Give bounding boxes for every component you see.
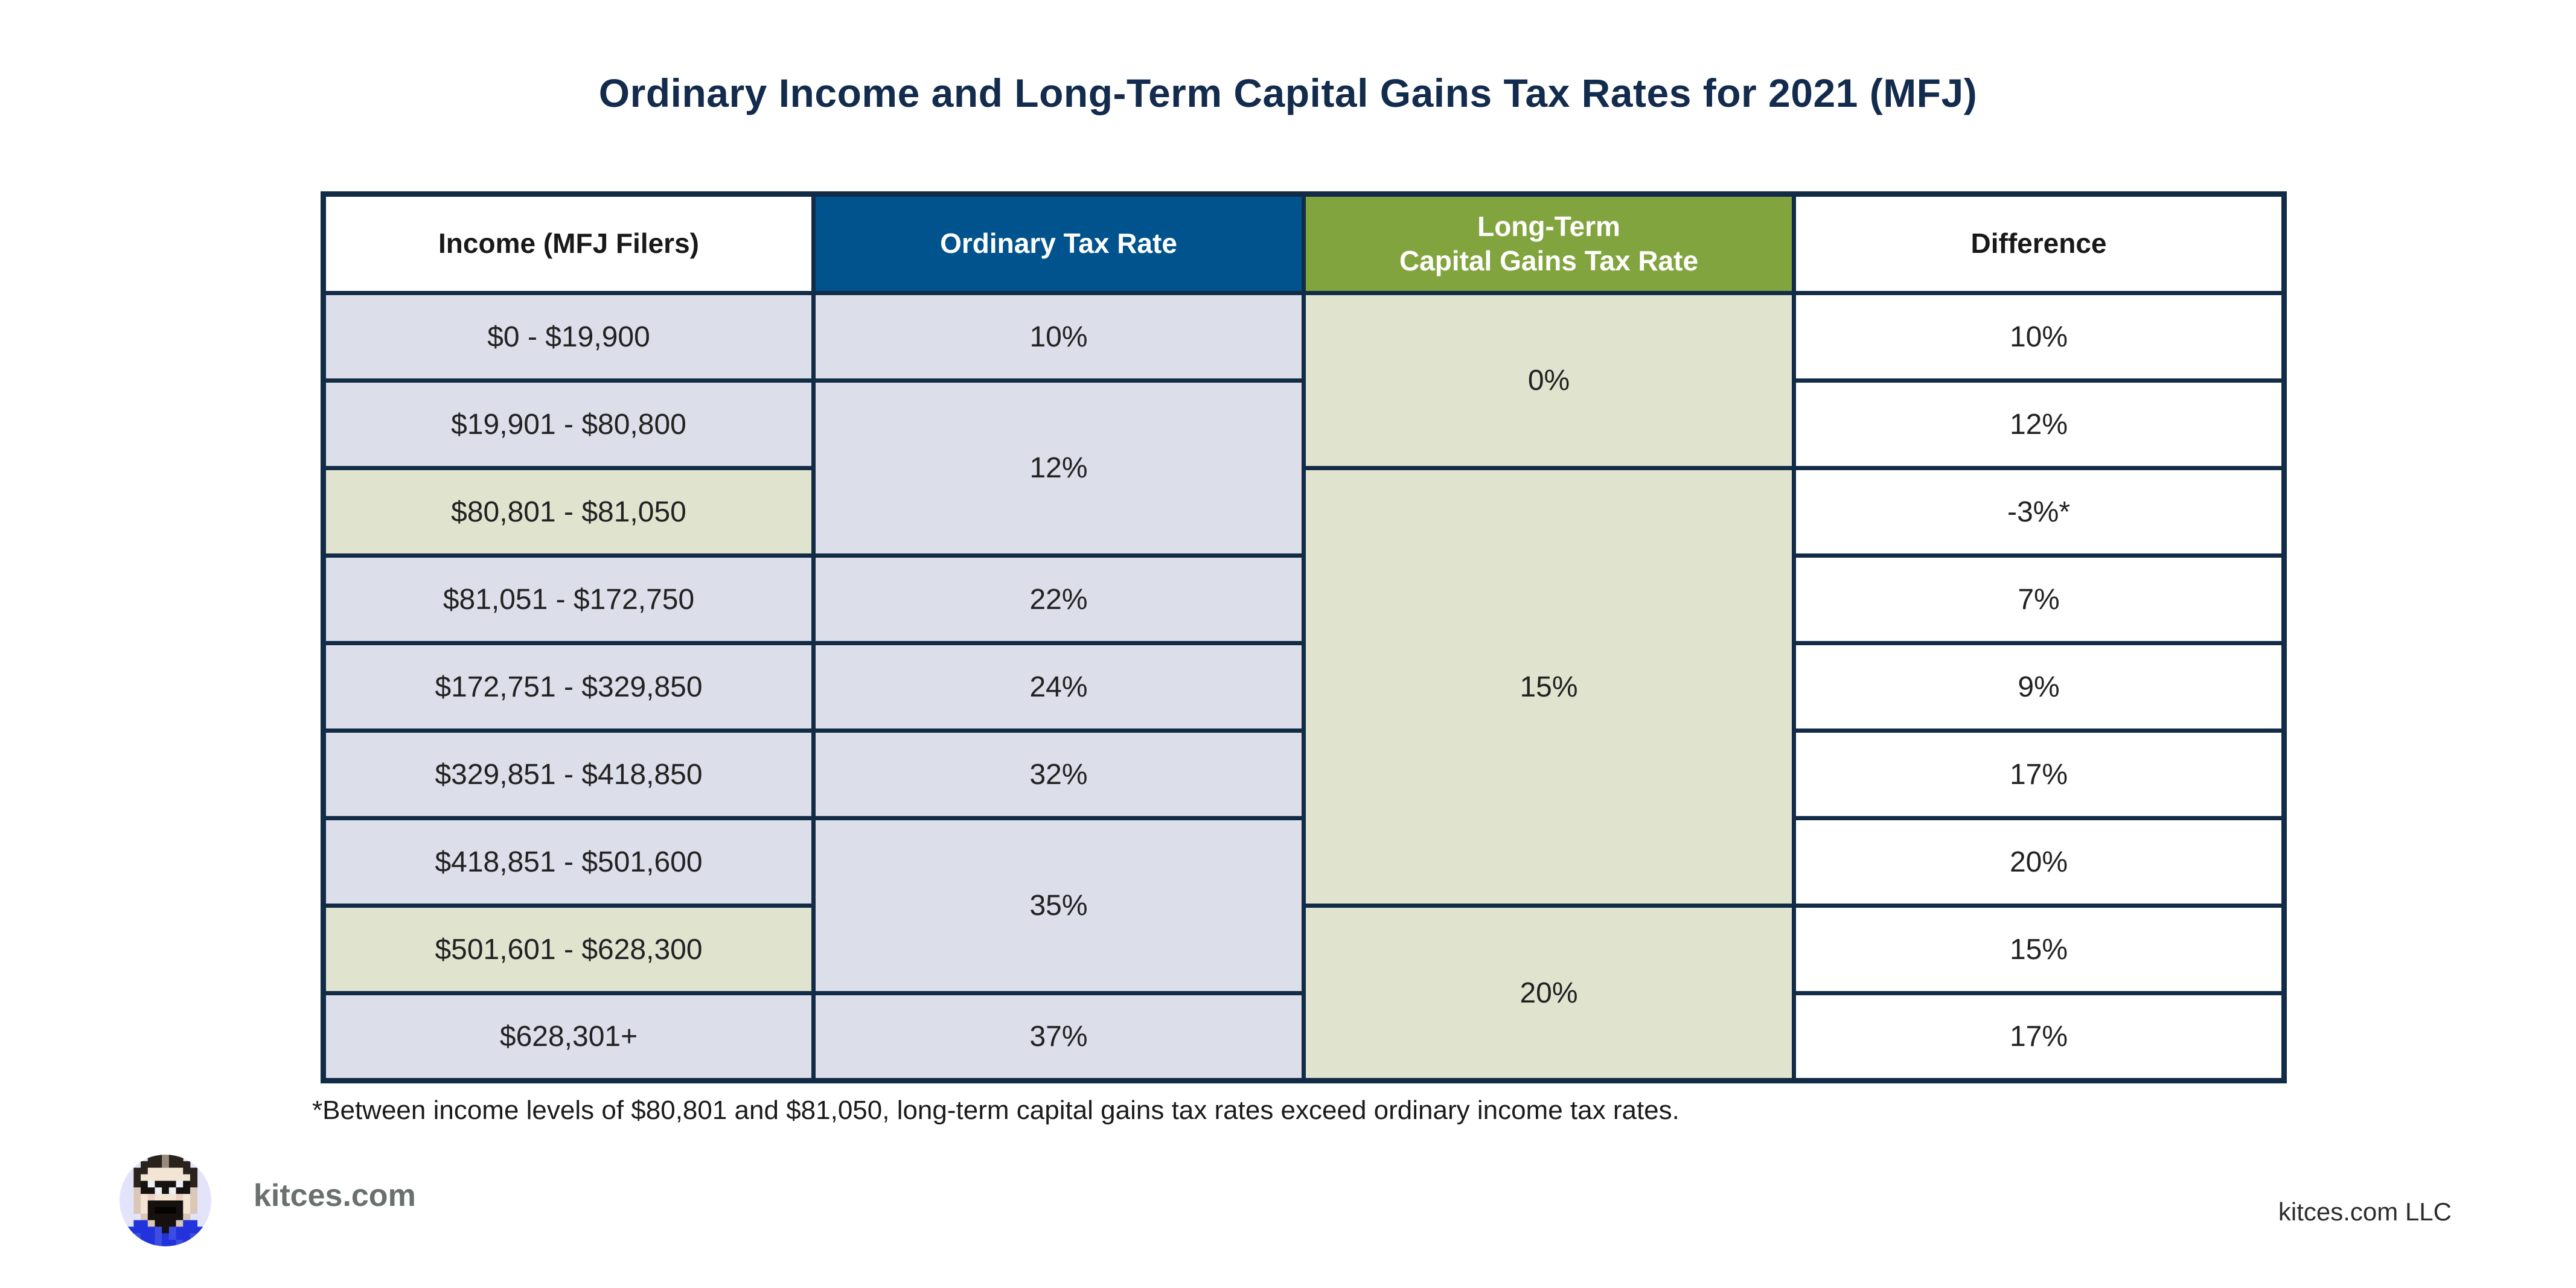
ltcg-rate-cell: 15% [1302, 466, 1796, 908]
difference-cell: 17% [1792, 991, 2286, 1083]
difference-cell: 9% [1792, 641, 2286, 733]
table-row: $329,851 - $418,850 32% 17% [321, 728, 2286, 820]
income-cell: $628,301+ [321, 991, 816, 1083]
table-row: $172,751 - $329,850 24% 9% [321, 641, 2286, 733]
column-header-ltcg: Long-Term Capital Gains Tax Rate [1302, 192, 1796, 295]
column-header-income: Income (MFJ Filers) [321, 192, 816, 295]
table-row: $19,901 - $80,800 12% 12% [321, 378, 2286, 558]
ordinary-rate-cell: 24% [811, 641, 1306, 733]
difference-cell: 10% [1792, 291, 2286, 383]
ltcg-rate-cell: 20% [1302, 904, 1796, 1083]
table-row: $0 - $19,900 10% 0% 10% [321, 291, 2286, 470]
income-cell: $19,901 - $80,800 [321, 378, 816, 470]
footnote: *Between income levels of $80,801 and $8… [312, 1095, 1680, 1125]
table-header-row: Income (MFJ Filers) Ordinary Tax Rate Lo… [321, 192, 2286, 295]
ordinary-rate-cell: 32% [811, 728, 1306, 820]
kitces-avatar [120, 1155, 211, 1246]
income-cell: $0 - $19,900 [321, 291, 816, 383]
column-header-difference: Difference [1792, 192, 2286, 295]
difference-cell: 12% [1792, 378, 2286, 470]
table-row: $628,301+ 37% 17% [321, 991, 2286, 1083]
table-row: $80,801 - $81,050 15% -3%* [321, 466, 2286, 908]
difference-cell: 15% [1792, 904, 2286, 995]
income-cell: $501,601 - $628,300 [321, 904, 816, 995]
difference-cell: 17% [1792, 728, 2286, 820]
ordinary-rate-cell: 37% [811, 991, 1306, 1083]
page-title: Ordinary Income and Long-Term Capital Ga… [598, 71, 1978, 115]
income-cell: $418,851 - $501,600 [321, 816, 816, 908]
table-row: $418,851 - $501,600 35% 20% [321, 816, 2286, 995]
ordinary-rate-cell: 35% [811, 816, 1306, 995]
difference-cell: 20% [1792, 816, 2286, 908]
income-cell: $80,801 - $81,050 [321, 466, 816, 558]
income-cell: $172,751 - $329,850 [321, 641, 816, 733]
company-credit: kitces.com LLC [2278, 1197, 2452, 1226]
ltcg-rate-cell: 0% [1302, 291, 1796, 470]
tax-rates-table: Income (MFJ Filers) Ordinary Tax Rate Lo… [321, 191, 2287, 1083]
column-header-ordinary: Ordinary Tax Rate [811, 192, 1306, 295]
ordinary-rate-cell: 10% [811, 291, 1306, 383]
difference-cell: 7% [1792, 553, 2286, 645]
kitces-avatar-pixel-art [120, 1155, 211, 1246]
table-row: $81,051 - $172,750 22% 7% [321, 553, 2286, 645]
brand-name: kitces.com [254, 1178, 416, 1213]
ordinary-rate-cell: 12% [811, 378, 1306, 558]
income-cell: $329,851 - $418,850 [321, 728, 816, 820]
table-row: $501,601 - $628,300 20% 15% [321, 904, 2286, 1083]
ordinary-rate-cell: 22% [811, 553, 1306, 645]
income-cell: $81,051 - $172,750 [321, 553, 816, 645]
difference-cell: -3%* [1792, 466, 2286, 558]
